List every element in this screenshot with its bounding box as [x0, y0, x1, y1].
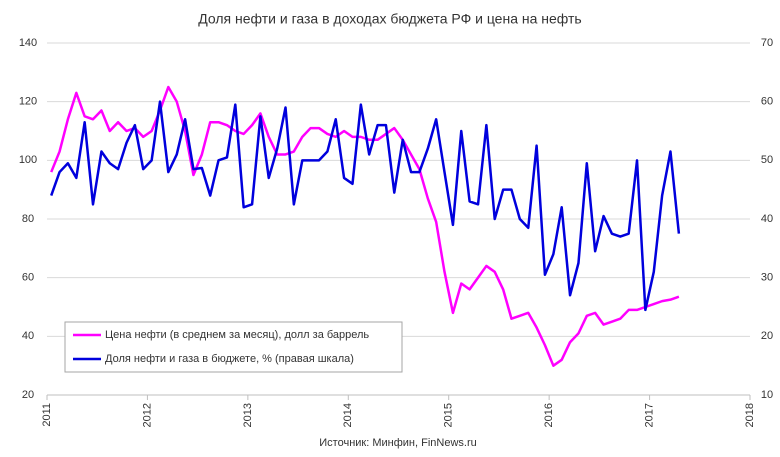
- source-note: Источник: Минфин, FinNews.ru: [319, 437, 476, 449]
- y2-tick-label: 20: [761, 330, 773, 342]
- y-tick-label: 60: [22, 272, 34, 284]
- x-tick-label: 2017: [643, 403, 655, 427]
- y2-tick-label: 10: [761, 389, 773, 401]
- y2-tick-label: 70: [761, 37, 773, 49]
- chart-title: Доля нефти и газа в доходах бюджета РФ и…: [198, 11, 581, 27]
- y-tick-label: 100: [19, 154, 37, 166]
- x-tick-label: 2013: [242, 403, 254, 427]
- y-tick-label: 20: [22, 389, 34, 401]
- legend-label: Цена нефти (в среднем за месяц), долл за…: [105, 329, 369, 341]
- legend-box: [64, 321, 403, 373]
- series-line: [50, 100, 681, 312]
- y-tick-label: 80: [22, 213, 34, 225]
- y-tick-label: 140: [19, 37, 37, 49]
- x-tick-label: 2014: [342, 403, 354, 427]
- series-line: [50, 85, 680, 367]
- legend-label: Доля нефти и газа в бюджете, % (правая ш…: [105, 353, 354, 365]
- x-tick-label: 2018: [744, 403, 756, 427]
- x-tick-label: 2012: [141, 403, 153, 427]
- x-tick-label: 2016: [543, 403, 555, 427]
- y2-tick-label: 60: [761, 96, 773, 108]
- x-tick-label: 2015: [443, 403, 455, 427]
- y2-tick-label: 50: [761, 154, 773, 166]
- y-tick-label: 120: [19, 96, 37, 108]
- y2-tick-label: 30: [761, 272, 773, 284]
- y-tick-label: 40: [22, 330, 34, 342]
- x-tick-label: 2011: [41, 403, 53, 427]
- y2-tick-label: 40: [761, 213, 773, 225]
